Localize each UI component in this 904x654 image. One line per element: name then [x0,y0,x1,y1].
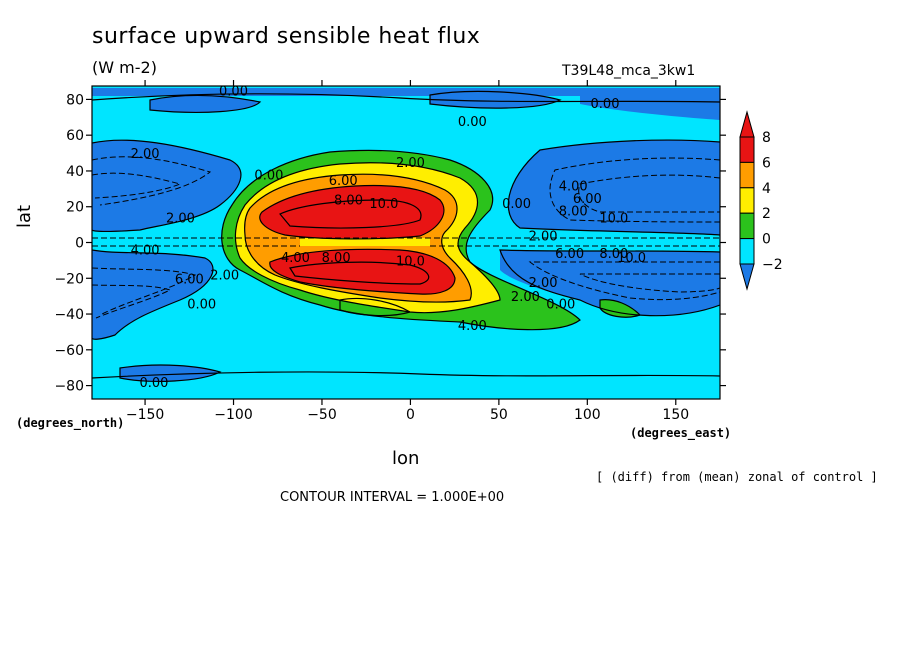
colorbar-segment [739,161,755,189]
chart-units: (W m-2) [92,58,157,77]
lat-unit-label: (degrees_north) [16,416,125,430]
colorbar-segment [739,212,755,240]
lon-unit-label: (degrees_east) [630,426,732,440]
x-tick-label: −50 [307,407,337,423]
colorbar-arrow-top [739,110,755,138]
contour-interval: CONTOUR INTERVAL = 1.000E+00 [280,490,505,505]
contour-label: 4.00 [458,319,487,334]
contour-label: 10.0 [599,211,628,226]
contour-label: 6.00 [555,247,584,262]
colorbar-label: 0 [762,232,771,248]
y-tick-label: 0 [75,236,84,252]
contour-labels: 0.000.000.002.000.002.006.008.00 10.0 0.00… [131,84,646,391]
negative-regions [92,88,720,382]
contour-lines [92,90,720,382]
y-tick-label: 60 [66,128,84,144]
y-axis-ticks: −80 −60 −40 −20 0 20 40 60 80 [54,92,726,395]
contour-label: 10.0 [396,254,425,269]
contour-label: 2.00 [166,211,195,226]
colorbar-arrow-bottom [739,263,755,291]
y-tick-label: 40 [66,164,84,180]
contour-label: 6.00 [175,272,204,287]
y-tick-label: −40 [54,307,84,323]
colorbar-label: −2 [762,257,783,273]
colorbar-segment [739,187,755,214]
x-tick-label: 50 [490,407,508,423]
colorbar-label: 6 [762,155,771,171]
y-tick-label: −20 [54,271,84,287]
colorbar-label: 4 [762,181,771,197]
contour-label: 2.00 [529,276,558,291]
x-tick-label: 0 [406,407,415,423]
contour-label: 0.00 [254,169,283,184]
y-tick-label: 80 [66,92,84,108]
contour-label: 2.00 [131,147,160,162]
flux-field: 0.000.000.002.000.002.006.008.00 10.0 0.00… [92,84,720,399]
contour-label: 0.00 [458,115,487,130]
x-tick-label: 150 [662,407,689,423]
y-tick-label: −80 [54,379,84,395]
equatorial-band [300,238,430,246]
contour-label: 8.00 [559,204,588,219]
negative-contour-lines [92,156,720,319]
colorbar-segment [739,238,755,265]
x-tick-label: −100 [214,407,252,423]
colorbar-label: 2 [762,206,771,222]
contour-label: 0.00 [219,84,248,99]
y-tick-label: 20 [66,200,84,216]
contour-label: 2.00 [529,229,558,244]
x-axis-label: lon [392,448,420,469]
colorbar-segment [739,136,755,163]
colorbar-label: 8 [762,130,771,146]
contour-label: 8.00 [322,251,351,266]
contour-label: 0.00 [187,297,216,312]
run-id: T39L48_mca_3kw1 [562,63,696,79]
diff-note: [ (diff) from (mean) zonal of control ] [596,470,878,484]
contour-label: 4.00 [131,244,160,259]
contour-label: 0.00 [502,197,531,212]
contour-label: 2.00 [210,269,239,284]
contour-label: 0.00 [139,376,168,391]
x-tick-label: 100 [574,407,601,423]
contour-label: 6.00 [329,174,358,189]
contour-label: 0.00 [546,297,575,312]
x-axis-ticks: −150 −100 −50 0 50 100 150 [126,80,689,423]
colorbar: 8 6 4 2 0 −2 [739,110,783,291]
contour-label: 10.0 [617,251,646,266]
chart-title: surface upward sensible heat flux [92,24,481,49]
contour-label: 4.00 [559,179,588,194]
contour-label: 2.00 [511,290,540,305]
contour-label: 10.0 [369,197,398,212]
contour-label: 8.00 [599,247,628,262]
contour-label: 6.00 [573,192,602,207]
x-tick-label: −150 [126,407,164,423]
contour-label: 4.00 [281,251,310,266]
contour-label: 8.00 [334,194,363,209]
y-tick-label: −60 [54,343,84,359]
contour-label: 0.00 [591,97,620,112]
contour-label: 2.00 [396,156,425,171]
